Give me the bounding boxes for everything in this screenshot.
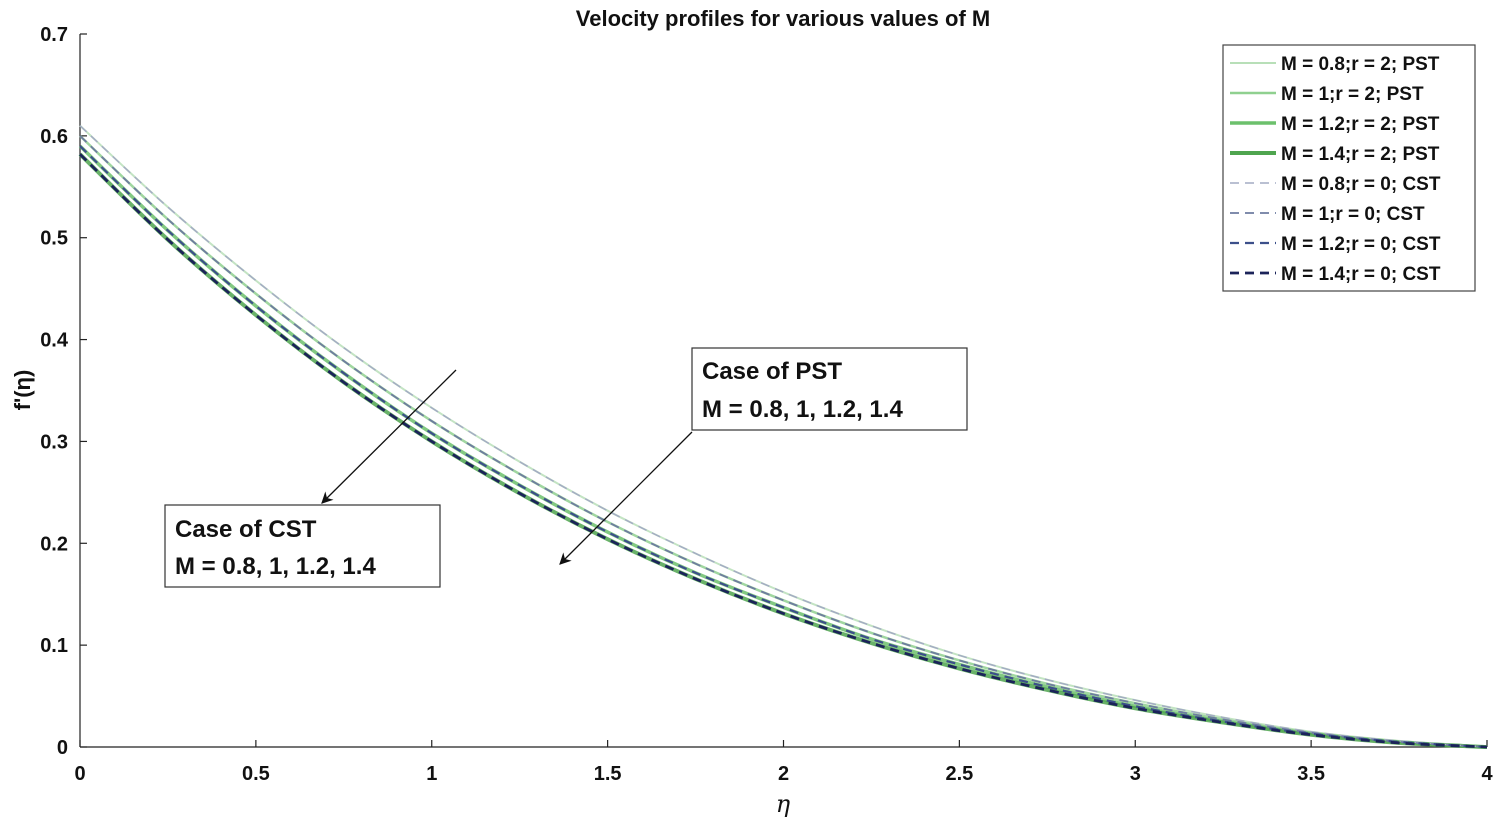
y-tick-label: 0.3 <box>40 431 68 453</box>
y-tick-label: 0.1 <box>40 635 68 657</box>
axes: 0 0.5 1 1.5 2 2.5 3 3.5 4 0 0.1 0.2 0.3 0.4 0.5 0.6 0.7 <box>40 24 1493 785</box>
legend-label-2: M = 1;r = 2; PST <box>1281 84 1424 105</box>
x-tick-label: 2.5 <box>945 763 973 785</box>
series-line-6 <box>79 135 1488 748</box>
legend-label-3: M = 1.2;r = 2; PST <box>1281 114 1440 135</box>
x-tick-label: 3.5 <box>1297 763 1325 785</box>
chart-title: Velocity profiles for various values of … <box>576 6 990 31</box>
legend-label-8: M = 1.4;r = 0; CST <box>1281 264 1441 285</box>
x-tick-label: 4 <box>1481 763 1493 785</box>
legend-label-1: M = 0.8;r = 2; PST <box>1281 54 1440 75</box>
y-tick-label: 0.7 <box>40 24 68 46</box>
series-line-5 <box>79 125 1488 748</box>
annotation-cst-arrow <box>321 369 457 504</box>
x-tick-label: 0 <box>74 763 85 785</box>
annotation-pst-line2: M = 0.8, 1, 1.2, 1.4 <box>702 396 903 423</box>
legend-label-6: M = 1;r = 0; CST <box>1281 204 1425 225</box>
legend-label-5: M = 0.8;r = 0; CST <box>1281 174 1441 195</box>
legend: M = 0.8;r = 2; PST M = 1;r = 2; PST M = 1.… <box>1222 44 1476 292</box>
annotation-pst-box <box>691 347 968 431</box>
annotation-pst-line1: Case of PST <box>702 358 842 385</box>
annotation-cst-line1: Case of CST <box>175 516 317 543</box>
x-axis-label: η <box>776 790 791 818</box>
series-line-7 <box>79 145 1488 749</box>
x-tick-label: 1 <box>426 763 437 785</box>
legend-label-7: M = 1.2;r = 0; CST <box>1281 234 1441 255</box>
x-tick-label: 3 <box>1130 763 1141 785</box>
x-tick-label: 1.5 <box>594 763 622 785</box>
y-tick-label: 0.4 <box>40 330 69 352</box>
annotation-cst: Case of CST M = 0.8, 1, 1.2, 1.4 <box>164 369 457 588</box>
y-axis-label: f'(η) <box>10 370 35 411</box>
annotation-cst-line2: M = 0.8, 1, 1.2, 1.4 <box>175 553 376 580</box>
y-tick-label: 0.6 <box>40 126 68 148</box>
x-tick-label: 0.5 <box>242 763 270 785</box>
series-layer <box>78 124 1488 749</box>
series-line-8 <box>79 153 1488 749</box>
annotation-cst-box <box>164 504 441 588</box>
y-tick-label: 0.2 <box>40 533 68 555</box>
legend-label-4: M = 1.4;r = 2; PST <box>1281 144 1440 165</box>
legend-box <box>1222 44 1476 292</box>
annotation-pst-arrow <box>559 431 693 565</box>
x-tick-label: 2 <box>778 763 789 785</box>
y-tick-label: 0.5 <box>40 228 68 250</box>
y-tick-label: 0 <box>57 737 68 759</box>
annotation-pst: Case of PST M = 0.8, 1, 1.2, 1.4 <box>559 347 968 565</box>
